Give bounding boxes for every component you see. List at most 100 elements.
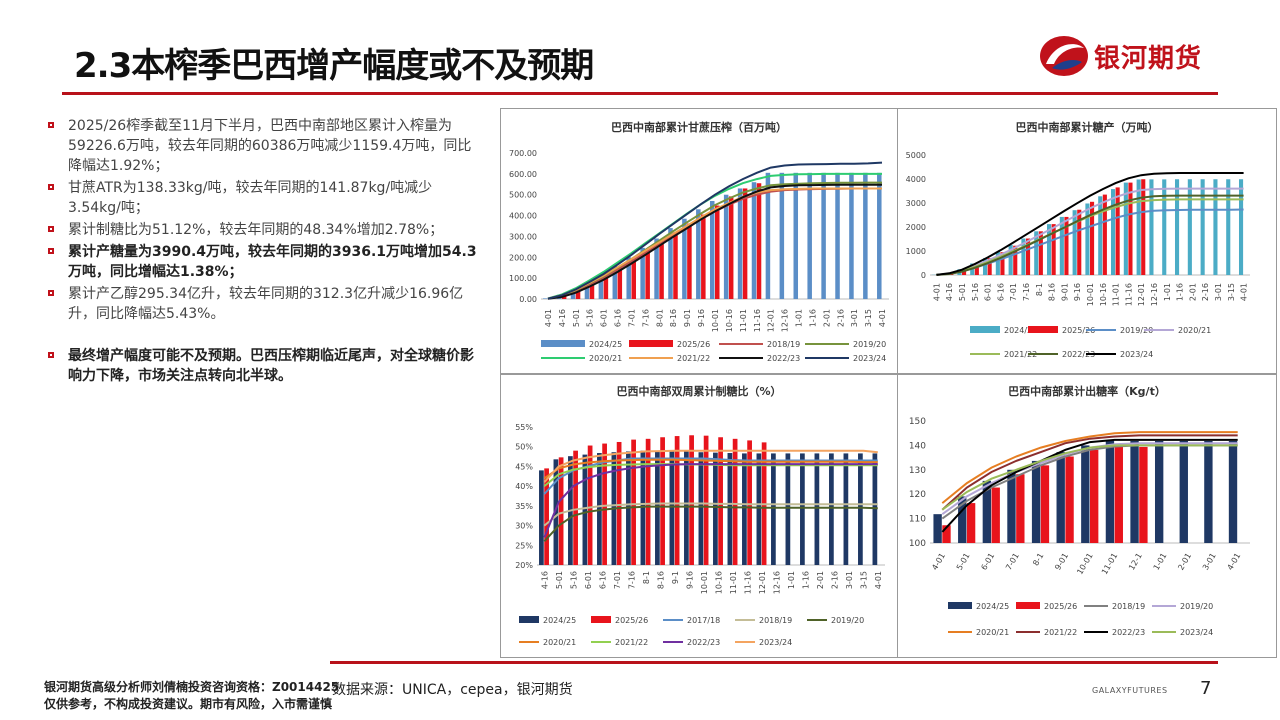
legend-label: 2024/25 (976, 602, 1009, 611)
bar-2024-25 (1085, 203, 1090, 275)
chart-atr: 巴西中南部累计出糖率（Kg/t） 150 140 130 120 110 100 4-01 5-… (897, 374, 1277, 658)
y-tick-label: 140 (909, 441, 926, 451)
bullet-square-icon (48, 290, 54, 296)
y-tick-label: 110 (909, 515, 926, 525)
bar-2025-26 (1026, 238, 1031, 275)
bar-2024-25 (1238, 179, 1244, 275)
bar-2024-25 (1213, 179, 1218, 275)
y-tick-label: 20% (515, 561, 533, 570)
y-tick-label: 3000 (906, 199, 926, 208)
chart-title: 巴西中南部双周累计制糖比（%） (616, 384, 781, 398)
bar-2025-26 (575, 290, 581, 299)
x-tick-label: 3-01 (850, 309, 859, 327)
y-tick-label: 120 (909, 490, 926, 500)
legend-label: 2017/18 (687, 616, 720, 625)
x-tick-label: 4-01 (544, 309, 553, 327)
line-series-2019-20 (543, 505, 878, 542)
x-tick-label: 4-16 (540, 571, 549, 589)
bar-2024-25 (814, 453, 820, 565)
y-tick-label: 700.00 (509, 149, 537, 158)
x-tick-label: 6-01 (984, 283, 993, 301)
bar-2024-25 (1136, 179, 1141, 275)
legend-label: 2023/24 (1120, 350, 1153, 359)
bullet-square-icon (48, 226, 54, 232)
legend-label: 2018/19 (767, 340, 800, 349)
bar-2025-26 (674, 436, 680, 565)
chart-atr-svg: 巴西中南部累计出糖率（Kg/t） 150 140 130 120 110 100 4-01 5-… (909, 384, 1250, 637)
legend-swatch (629, 340, 673, 347)
bar-2025-26 (701, 214, 706, 299)
x-tick-label: 5-01 (555, 571, 564, 589)
y-tick-label: 1000 (906, 247, 926, 256)
legend-label: 2024/25 (589, 340, 622, 349)
legend-label: 2025/26 (615, 616, 648, 625)
bar-2024-25 (640, 450, 646, 565)
x-tick-label: 4-01 (1240, 283, 1249, 301)
x-tick-label: 1-16 (1176, 283, 1185, 301)
bar-2024-25 (668, 228, 673, 299)
brand-mark: GALAXYFUTURES (1092, 686, 1168, 695)
x-tick-label: 10-01 (1075, 552, 1094, 577)
bar-2024-25 (742, 453, 747, 565)
legend-label: 2020/21 (543, 638, 576, 647)
bar-2025-26 (659, 241, 664, 299)
bar-2024-25 (1179, 440, 1188, 543)
bar-2025-26 (1090, 449, 1099, 543)
bar-2025-26 (561, 295, 567, 299)
bar-2024-25 (877, 172, 882, 299)
bar-2024-25 (933, 514, 942, 543)
x-tick-label: 9-01 (1053, 552, 1070, 572)
bar-2025-26 (715, 205, 720, 299)
x-tick-label: 11-01 (1100, 552, 1119, 577)
bar-2025-26 (589, 283, 595, 299)
x-tick-label: 6-16 (996, 283, 1005, 301)
bar-2025-26 (942, 525, 951, 543)
bar-2024-25 (793, 172, 799, 299)
bar-2025-26 (987, 258, 992, 275)
bar-2024-25 (597, 453, 602, 565)
bar-2025-26 (645, 250, 650, 299)
line-series-2020-21 (936, 187, 1244, 276)
x-tick-label: 2-01 (1188, 283, 1197, 301)
bar-2025-26 (1139, 446, 1148, 543)
legend-label: 2023/24 (1180, 628, 1213, 637)
x-tick-label: 7-16 (1022, 283, 1031, 301)
x-tick-label: 3-15 (864, 309, 873, 327)
bar-2025-26 (631, 439, 636, 565)
legend-label: 2018/19 (1112, 602, 1145, 611)
legend-label: 2025/26 (677, 340, 710, 349)
bar-2025-26 (544, 468, 549, 565)
bullet-item: 最终增产幅度可能不及预期。巴西压榨期临近尾声，对全球糖价影响力下降，市场关注点转… (44, 346, 484, 386)
line-series-2023-24 (941, 444, 1238, 511)
x-tick-label: 2-01 (1176, 552, 1193, 572)
bar-2024-25 (872, 453, 878, 565)
galaxy-logo-icon (1040, 36, 1088, 76)
x-tick-label: 10-16 (714, 571, 723, 594)
bar-2024-25 (696, 209, 701, 299)
line-series-2023-24 (547, 161, 883, 300)
line-series-2022-23 (936, 194, 1244, 276)
bar-2024-25 (982, 258, 988, 275)
x-tick-label: 1-16 (801, 571, 810, 589)
y-tick-label: 600.00 (509, 170, 537, 179)
x-tick-label: 8-1 (1035, 283, 1044, 296)
legend-label: 2018/19 (759, 616, 792, 625)
x-tick-label: 12-01 (767, 309, 776, 332)
line-series-2023-24 (936, 172, 1244, 276)
x-tick-label: 12-01 (1137, 283, 1146, 306)
x-tick-label: 3-01 (1214, 283, 1223, 301)
bar-2025-26 (732, 438, 738, 565)
bar-2024-25 (1130, 440, 1139, 543)
bullet-square-icon (48, 352, 54, 358)
bar-2024-25 (1081, 445, 1090, 543)
bar-2024-25 (1072, 210, 1077, 275)
legend-label: 2019/20 (853, 340, 886, 349)
x-tick-label: 12-1 (1127, 552, 1144, 572)
bar-2024-25 (1154, 440, 1164, 543)
bar-2024-25 (727, 453, 733, 565)
chart-sugar-production-svg: 巴西中南部累计糖产（万吨） 5000 4000 3000 2000 1000 0 4-01 4-… (906, 120, 1250, 359)
legend-label: 2021/22 (1044, 628, 1077, 637)
bar-2024-25 (723, 194, 729, 299)
x-tick-label: 5-16 (971, 283, 980, 301)
bar-2024-25 (1059, 216, 1064, 275)
